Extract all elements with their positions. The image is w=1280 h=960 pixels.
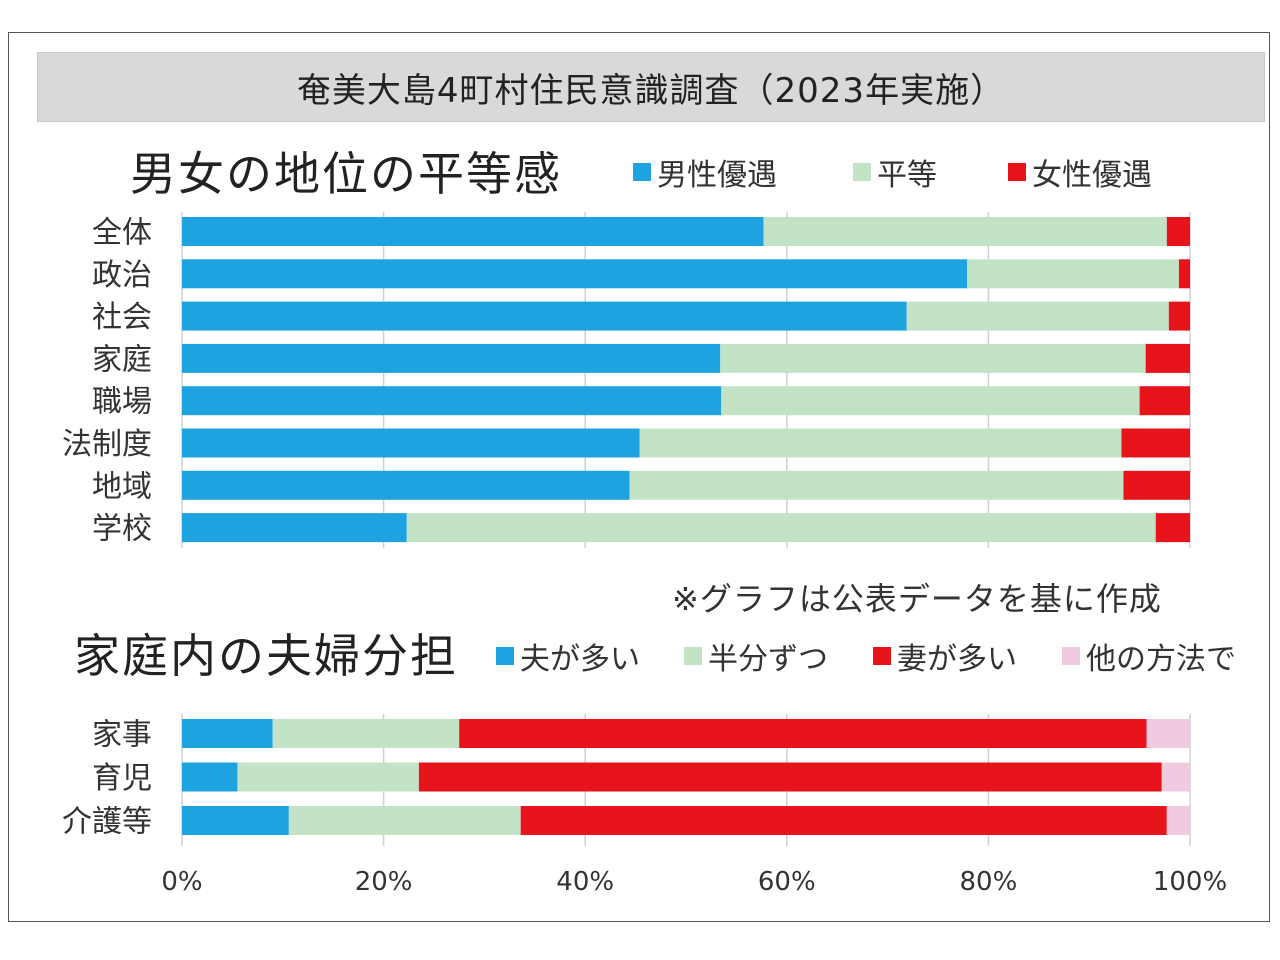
- chart2-title: 家庭内の夫婦分担: [74, 629, 458, 683]
- x-tick-label: 80%: [960, 867, 1018, 897]
- category-label: 社会: [92, 300, 152, 335]
- bar-segment: [967, 259, 1179, 289]
- category-label: 全体: [92, 216, 152, 251]
- bar-segment: [182, 301, 907, 331]
- bar-segment: [182, 259, 968, 289]
- bar-segment: [1123, 470, 1190, 500]
- category-label: 家庭: [92, 342, 152, 377]
- bar-segment: [639, 428, 1122, 458]
- legend-swatch: [633, 163, 651, 181]
- x-tick-label: 20%: [355, 867, 413, 897]
- bar-segment: [520, 806, 1167, 835]
- bar-segment: [1139, 386, 1190, 416]
- legend-label: 夫が多い: [520, 642, 640, 677]
- bar-segment: [182, 428, 640, 458]
- chart2-legend-other: 他の方法で: [1062, 634, 1236, 678]
- bar-segment: [182, 762, 238, 792]
- category-label: 地域: [92, 469, 152, 504]
- category-label: 家事: [92, 718, 152, 753]
- bar-segment: [1166, 217, 1190, 246]
- bar-segment: [182, 513, 407, 543]
- category-label: 介護等: [62, 805, 152, 840]
- legend-label: 他の方法で: [1086, 642, 1236, 677]
- chart-frame: [8, 32, 1270, 922]
- chart2-legend-wife: 妻が多い: [873, 634, 1017, 678]
- bar-segment: [182, 806, 289, 835]
- bar-segment: [1168, 301, 1190, 331]
- bar-segment: [272, 719, 460, 748]
- legend-label: 半分ずつ: [708, 642, 828, 677]
- legend-label: 妻が多い: [897, 642, 1017, 677]
- category-label: 職場: [92, 385, 152, 420]
- legend-swatch: [853, 163, 871, 181]
- legend-swatch: [1062, 647, 1080, 665]
- bar-segment: [906, 301, 1169, 331]
- x-tick-label: 40%: [556, 867, 614, 897]
- bar-segment: [459, 719, 1147, 748]
- category-label: 育児: [92, 761, 152, 796]
- legend-swatch: [873, 647, 891, 665]
- bar-segment: [1178, 259, 1190, 289]
- bar-segment: [182, 217, 764, 246]
- legend-swatch: [1008, 163, 1026, 181]
- banner-title: 奄美大島4町村住民意識調査（2023年実施）: [37, 52, 1265, 122]
- legend-label: 女性優遇: [1032, 158, 1152, 193]
- bar-segment: [1166, 806, 1190, 835]
- bar-segment: [182, 470, 630, 500]
- bar-segment: [182, 343, 721, 373]
- bar-segment: [1161, 762, 1190, 792]
- bar-segment: [629, 470, 1124, 500]
- bar-segment: [182, 719, 273, 748]
- bar-segment: [418, 762, 1162, 792]
- chart1-legend-male: 男性優遇: [633, 150, 777, 194]
- legend-label: 平等: [877, 158, 937, 193]
- x-tick-label: 0%: [161, 867, 202, 897]
- bar-segment: [182, 386, 722, 416]
- chart1-legend-equal: 平等: [853, 150, 937, 194]
- bar-segment: [237, 762, 419, 792]
- chart1-legend-female: 女性優遇: [1008, 150, 1152, 194]
- bar-segment: [288, 806, 521, 835]
- source-note: ※グラフは公表データを基に作成: [672, 580, 1162, 618]
- bar-segment: [1155, 513, 1190, 543]
- bar-segment: [1146, 719, 1190, 748]
- legend-swatch: [684, 647, 702, 665]
- bar-segment: [720, 343, 1146, 373]
- category-label: 学校: [92, 512, 152, 547]
- bar-segment: [1121, 428, 1190, 458]
- category-label: 政治: [92, 258, 152, 293]
- chart1-title: 男女の地位の平等感: [130, 147, 562, 201]
- bar-segment: [721, 386, 1140, 416]
- x-tick-label: 100%: [1153, 867, 1227, 897]
- bar-segment: [1145, 343, 1190, 373]
- bar-segment: [763, 217, 1167, 246]
- chart2-legend-half: 半分ずつ: [684, 634, 828, 678]
- chart2-legend-husband: 夫が多い: [496, 634, 640, 678]
- x-tick-label: 60%: [758, 867, 816, 897]
- legend-swatch: [496, 647, 514, 665]
- category-label: 法制度: [62, 427, 152, 462]
- bar-segment: [406, 513, 1156, 543]
- legend-label: 男性優遇: [657, 158, 777, 193]
